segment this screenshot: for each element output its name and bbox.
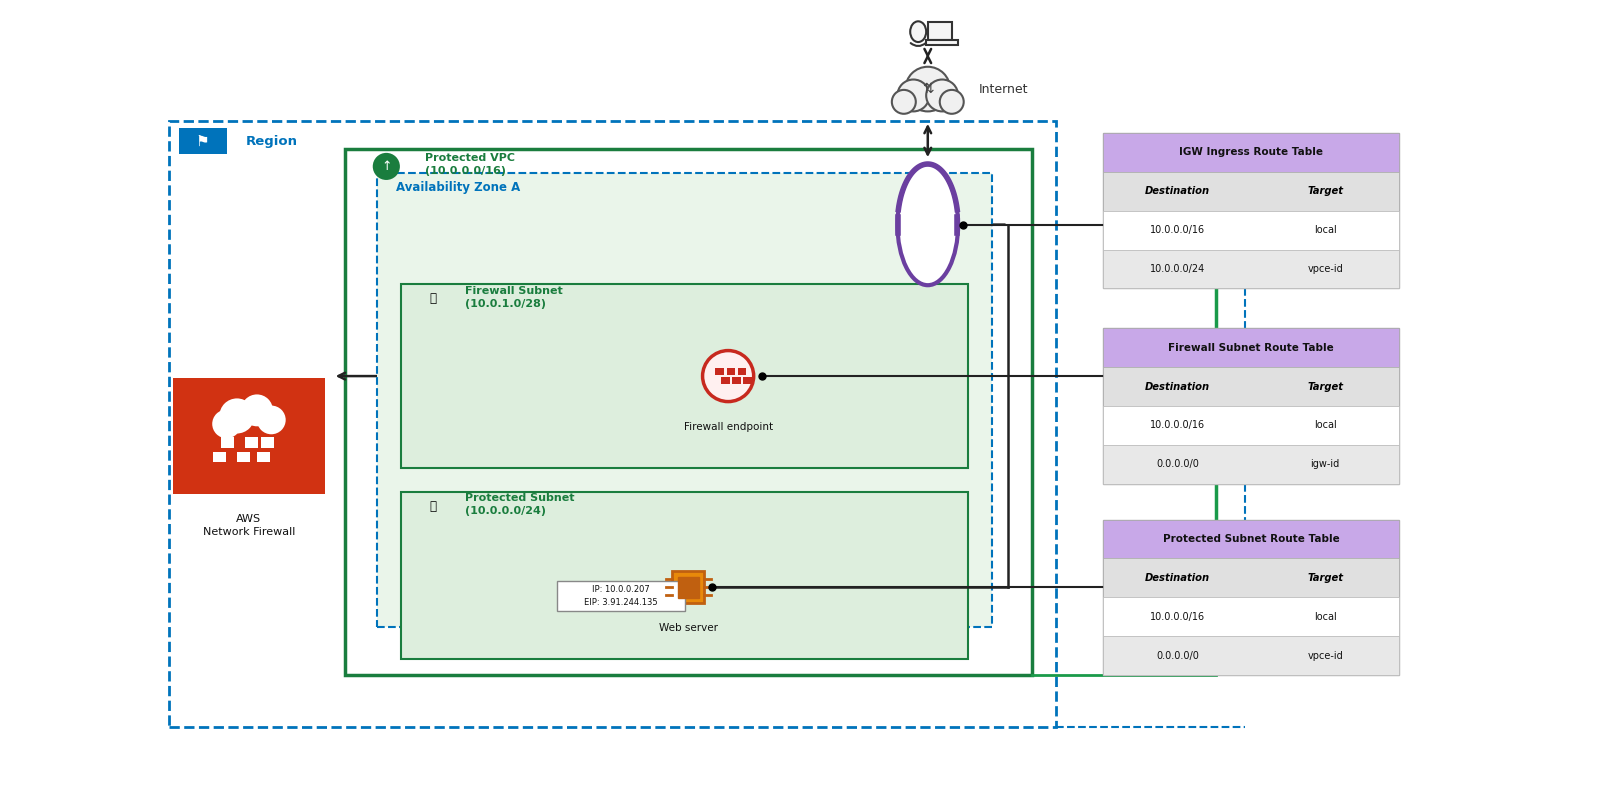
Ellipse shape	[939, 90, 963, 114]
Text: vpce-id: vpce-id	[1307, 264, 1342, 274]
Text: 10.0.0.0/16: 10.0.0.0/16	[1150, 225, 1205, 235]
Bar	[722, 377, 730, 384]
Text: Protected Subnet
(10.0.0.0/24): Protected Subnet (10.0.0.0/24)	[464, 493, 574, 516]
Ellipse shape	[258, 406, 286, 434]
Text: IGW Ingress Route Table: IGW Ingress Route Table	[1179, 147, 1323, 158]
Text: Web server: Web server	[659, 623, 718, 634]
Text: Firewall Subnet
(10.0.1.0/28): Firewall Subnet (10.0.1.0/28)	[464, 286, 562, 309]
Text: local: local	[1314, 612, 1336, 622]
Text: Destination: Destination	[1144, 382, 1210, 391]
Bar	[1104, 250, 1398, 288]
Text: ↑: ↑	[381, 160, 392, 173]
Bar	[221, 438, 234, 448]
Text: 🔒: 🔒	[429, 499, 437, 513]
Bar	[1104, 558, 1398, 598]
Bar	[376, 173, 992, 627]
Bar	[1104, 133, 1398, 172]
Ellipse shape	[242, 394, 274, 426]
Bar	[213, 452, 226, 462]
Bar	[237, 452, 250, 462]
Bar	[170, 121, 1056, 727]
Bar	[1104, 328, 1398, 367]
Text: Target: Target	[1307, 573, 1342, 583]
Bar	[1104, 328, 1398, 484]
Bar	[1104, 367, 1398, 406]
Ellipse shape	[898, 164, 958, 286]
Text: Firewall Subnet Route Table: Firewall Subnet Route Table	[1168, 342, 1334, 353]
Text: Internet: Internet	[979, 82, 1029, 95]
Text: Destination: Destination	[1144, 573, 1210, 583]
Bar	[1104, 519, 1398, 675]
Bar	[258, 452, 270, 462]
Text: IP: 10.0.0.207
EIP: 3.91.244.135: IP: 10.0.0.207 EIP: 3.91.244.135	[584, 586, 658, 607]
Ellipse shape	[926, 79, 958, 111]
Text: AWS
Network Firewall: AWS Network Firewall	[203, 514, 294, 537]
Bar	[1104, 133, 1398, 288]
Ellipse shape	[898, 79, 930, 111]
Bar	[672, 571, 704, 603]
Ellipse shape	[910, 22, 926, 42]
Bar	[245, 438, 258, 448]
Text: Protected Subnet Route Table: Protected Subnet Route Table	[1163, 534, 1339, 544]
Bar	[1104, 172, 1398, 210]
Text: local: local	[1314, 225, 1336, 235]
Bar	[744, 377, 752, 384]
Bar	[344, 149, 1032, 675]
Text: 0.0.0.0/0: 0.0.0.0/0	[1155, 650, 1198, 661]
Bar	[926, 40, 958, 46]
Text: 10.0.0.0/16: 10.0.0.0/16	[1150, 421, 1205, 430]
Text: Firewall endpoint: Firewall endpoint	[683, 422, 773, 431]
Text: 🔒: 🔒	[429, 292, 437, 306]
Bar	[400, 285, 968, 468]
Text: 0.0.0.0/0: 0.0.0.0/0	[1155, 459, 1198, 470]
Text: Target: Target	[1307, 382, 1342, 391]
Text: Availability Zone A: Availability Zone A	[395, 181, 520, 194]
Text: local: local	[1314, 421, 1336, 430]
Text: ⇅: ⇅	[922, 82, 933, 96]
Bar	[179, 128, 227, 154]
Bar	[715, 368, 725, 375]
Ellipse shape	[219, 398, 254, 434]
Ellipse shape	[906, 66, 950, 111]
Bar	[1104, 406, 1398, 445]
Text: vpce-id: vpce-id	[1307, 650, 1342, 661]
Bar	[726, 368, 736, 375]
Bar	[1104, 210, 1398, 250]
Bar	[1104, 445, 1398, 484]
Text: igw-id: igw-id	[1310, 459, 1339, 470]
Bar	[1104, 519, 1398, 558]
Bar	[733, 377, 741, 384]
Text: Region: Region	[246, 135, 298, 148]
Bar	[557, 581, 685, 611]
Text: Destination: Destination	[1144, 186, 1210, 196]
Bar	[1104, 636, 1398, 675]
Bar	[173, 378, 325, 494]
Text: 10.0.0.0/24: 10.0.0.0/24	[1150, 264, 1205, 274]
Ellipse shape	[891, 90, 915, 114]
Ellipse shape	[373, 153, 400, 180]
Bar	[677, 577, 699, 598]
Bar	[1104, 598, 1398, 636]
Ellipse shape	[213, 410, 242, 438]
Text: Protected VPC
(10.0.0.0/16): Protected VPC (10.0.0.0/16)	[424, 154, 515, 177]
Bar	[261, 438, 274, 448]
Bar	[738, 368, 747, 375]
Bar	[928, 22, 952, 40]
Text: 10.0.0.0/16: 10.0.0.0/16	[1150, 612, 1205, 622]
Bar	[400, 492, 968, 659]
Text: ⚑: ⚑	[195, 134, 210, 149]
Bar	[714, 366, 742, 386]
Text: Target: Target	[1307, 186, 1342, 196]
Ellipse shape	[702, 350, 754, 402]
